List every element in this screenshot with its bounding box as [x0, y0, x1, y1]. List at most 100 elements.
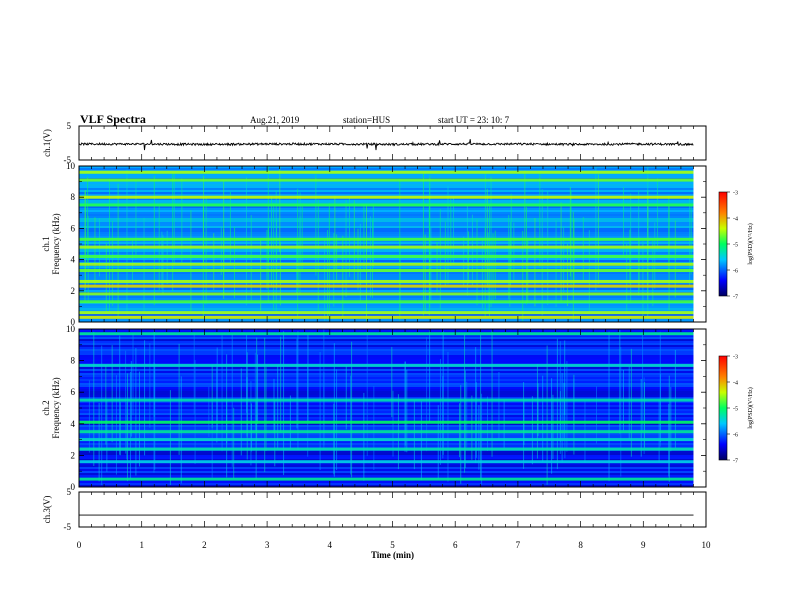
spectrogram-streak [569, 187, 571, 277]
spectrogram-streak [233, 407, 235, 479]
spectrogram-streak [135, 180, 137, 259]
spectrogram-noise-row [79, 361, 694, 363]
colorbar-tick-label: -6 [733, 433, 738, 439]
spectrogram-streak [111, 345, 113, 443]
spectrogram-streak [98, 402, 100, 482]
spectrogram-streak [274, 400, 276, 467]
spectrogram-streak [307, 334, 309, 422]
spectrogram-streak [266, 229, 268, 290]
spectrogram-noise-row [79, 425, 694, 427]
colorbar-tick-label: -5 [733, 243, 738, 249]
spectrogram-streak [490, 176, 492, 308]
spectrogram-noise-row [79, 383, 694, 385]
spectrogram-noise-row [79, 308, 694, 310]
spectrogram-noise-row [79, 296, 694, 298]
spectrogram-streak [373, 386, 375, 470]
spectrogram-streak [463, 236, 465, 288]
colorbar-tick-label: -5 [733, 407, 738, 413]
spectrogram-streak [424, 234, 426, 312]
spectrogram-noise-row [79, 222, 694, 224]
spectrogram-streak [277, 365, 279, 450]
spectrogram-streak [216, 347, 218, 433]
spectrogram-streak [193, 332, 195, 415]
spectrogram-noise-row [79, 369, 694, 371]
spectrogram-streak [359, 223, 361, 302]
spectrogram-streak [670, 386, 672, 452]
x-tick-label: 2 [202, 540, 207, 550]
spectrogram-streak [582, 217, 584, 281]
spectrogram-noise-row [79, 242, 694, 244]
spectrogram-streak [484, 172, 486, 268]
spectrogram-streak [126, 169, 128, 315]
spectrogram-streak [297, 188, 299, 320]
x-tick-label: 1 [139, 540, 144, 550]
spectrogram-streak [229, 191, 231, 265]
spectrogram-streak [644, 382, 646, 448]
spectrogram-noise-row [79, 401, 694, 403]
spectrogram-streak [153, 362, 155, 473]
spectrogram-noise-row [79, 274, 694, 276]
spectrogram-streak [87, 176, 89, 264]
colorbar [718, 191, 728, 297]
spectrogram-ch1 [79, 166, 694, 322]
spectrogram-noise-row [79, 405, 694, 407]
spectrogram-streak [597, 174, 599, 284]
spectrogram-noise-row [79, 413, 694, 415]
spectrogram-noise-row [79, 240, 694, 242]
spectrogram-streak [573, 219, 575, 286]
spectrogram-noise-row [79, 244, 694, 246]
spectrogram-noise-row [79, 290, 694, 292]
spectrogram-streak [471, 214, 473, 286]
spectrogram-streak [619, 329, 621, 434]
colorbar-tick-label: -7 [733, 295, 738, 301]
spectrogram-streak [595, 386, 597, 444]
spectrogram-streak [524, 170, 526, 249]
spectrogram-streak [351, 341, 353, 478]
spectrogram-streak [169, 390, 171, 485]
colorbar-tick-label: -4 [733, 217, 738, 223]
spectrogram-noise-row [79, 331, 694, 333]
spectrogram-streak [125, 350, 127, 454]
spectrogram-noise-row [79, 457, 694, 459]
spectrogram-band [79, 447, 694, 451]
spectrogram-band [79, 237, 694, 241]
spectrogram-streak [476, 219, 478, 306]
spectrogram-noise-row [79, 206, 694, 208]
spectrogram-noise-row [79, 250, 694, 252]
spectrogram-streak [211, 365, 213, 429]
spectrogram-noise-row [79, 174, 694, 176]
spectrogram-noise-row [79, 359, 694, 361]
spectrogram-streak [105, 243, 107, 314]
spectrogram-streak [172, 172, 174, 292]
spectrogram-streak [464, 334, 466, 473]
spectrogram-streak [439, 209, 441, 310]
spectrogram-noise-row [79, 371, 694, 373]
spectrogram-noise-row [79, 218, 694, 220]
spectrogram-noise-row [79, 314, 694, 316]
spectrogram-band [79, 254, 694, 258]
spectrogram-streak [240, 368, 242, 456]
spectrogram-band [79, 315, 694, 319]
spectrogram-streak [464, 370, 466, 468]
spectrogram-streak [301, 203, 303, 272]
spectrogram-streak [475, 347, 477, 464]
y-tick-label: 2 [71, 450, 76, 460]
spectrogram-band [79, 195, 694, 199]
spectrogram-band [79, 262, 694, 266]
spectrogram-noise-row [79, 391, 694, 393]
spectrogram-streak [561, 372, 563, 463]
spectrogram-streak [366, 331, 368, 457]
y-axis-label-line: ch.2 [41, 400, 51, 415]
spectrogram-streak [460, 385, 462, 484]
spectrogram-noise-row [79, 483, 694, 485]
y-axis-label: ch.3(V) [42, 496, 52, 524]
spectrogram-noise-row [79, 190, 694, 192]
y-tick-label: -5 [64, 155, 72, 165]
spectrogram-streak [221, 335, 223, 452]
spectrogram-noise-row [79, 318, 694, 320]
spectrogram-streak [536, 364, 538, 459]
spectrogram-noise-row [79, 349, 694, 351]
y-axis-label: ch.2Frequency (kHz) [41, 377, 61, 438]
spectrogram-streak [190, 210, 192, 311]
y-tick-label: 8 [71, 192, 76, 202]
